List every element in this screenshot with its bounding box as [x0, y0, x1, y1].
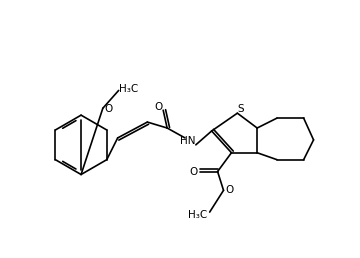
Text: H₃C: H₃C: [119, 84, 138, 94]
Text: HN: HN: [180, 136, 196, 146]
Text: H₃C: H₃C: [188, 210, 207, 220]
Text: O: O: [105, 104, 113, 114]
Text: O: O: [225, 185, 234, 195]
Text: O: O: [190, 166, 198, 176]
Text: S: S: [237, 104, 244, 114]
Text: O: O: [154, 102, 162, 112]
